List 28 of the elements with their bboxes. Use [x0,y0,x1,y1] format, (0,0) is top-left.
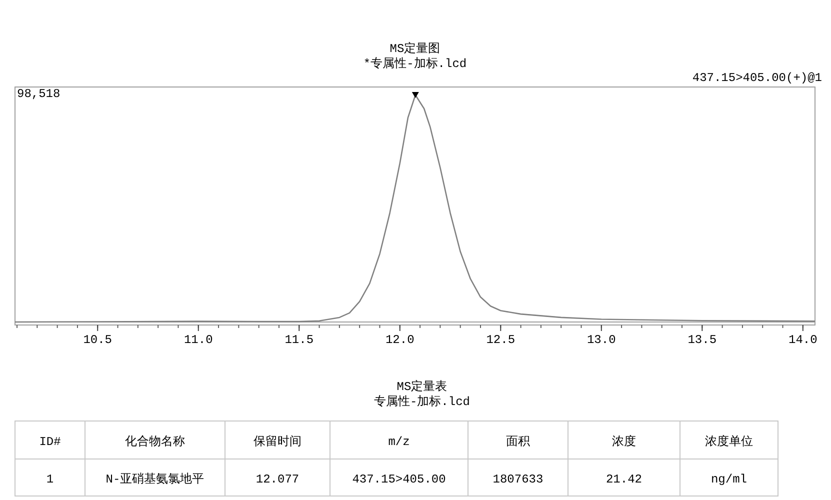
text: 21.42 [606,472,642,486]
annotation: 98,518 [17,87,60,101]
chart-title: MS定量图 [390,41,440,56]
x-tick-label: 11.0 [184,333,213,347]
chart-subtitle: *专属性-加标.lcd [363,57,467,71]
text: 浓度 [612,434,636,449]
text: 437.15>405.00 [352,472,446,486]
text: ID# [39,435,61,449]
text: 1 [46,472,54,486]
x-tick-label: 14.0 [788,333,818,347]
text: 浓度单位 [705,434,753,449]
text: 437.15>405.00(+)@1 [692,71,822,85]
text: 1807633 [492,472,544,486]
text: 12.077 [256,472,300,486]
x-tick-label: 12.5 [486,333,516,347]
text: 化合物名称 [125,435,185,449]
text: ng/ml [710,472,748,486]
x-tick-label: 10.5 [83,333,112,347]
text: MS定量表 [396,379,448,394]
text: 面积 [506,435,530,449]
x-tick-label: 11.5 [284,333,314,347]
x-tick-label: 13.0 [586,333,616,347]
x-tick-label: 13.5 [688,333,717,347]
text: m/z [388,435,410,449]
x-tick-label: 12.0 [385,333,414,347]
text: N-亚硝基氨氯地平 [106,472,204,486]
text: 专属性-加标.lcd [374,395,470,409]
text: 保留时间 [254,435,302,449]
